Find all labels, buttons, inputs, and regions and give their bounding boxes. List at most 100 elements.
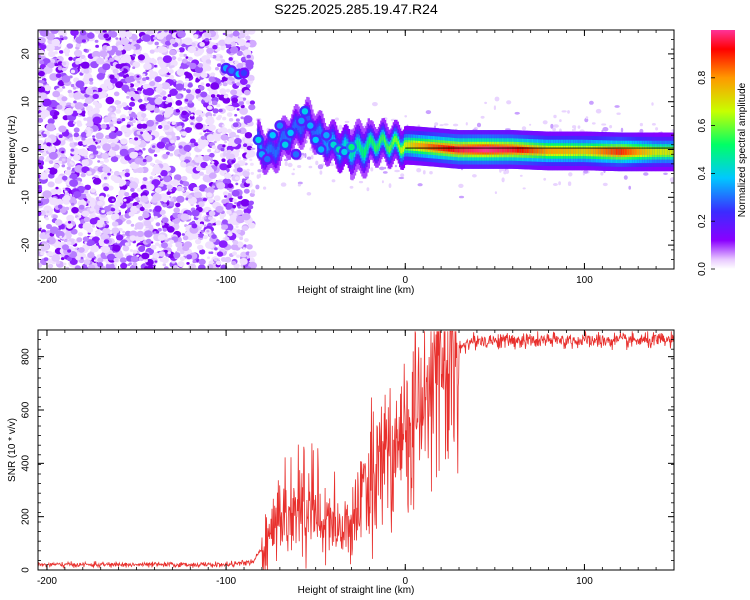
- noise-speckle: [169, 239, 175, 244]
- noise-speckle: [95, 230, 102, 237]
- peak-ridge-cell: [476, 146, 480, 153]
- noise-speckle: [100, 123, 107, 130]
- peak-ridge-cell: [560, 147, 564, 154]
- noise-speckle: [59, 50, 64, 54]
- noise-speckle: [121, 54, 131, 62]
- noise-speckle: [110, 174, 118, 181]
- noise-speckle: [191, 220, 196, 224]
- noise-speckle: [107, 139, 112, 143]
- noise-speckle: [213, 195, 221, 202]
- band-speckle: [589, 100, 594, 105]
- band-speckle: [404, 115, 408, 118]
- noise-speckle: [232, 240, 239, 245]
- noise-speckle: [225, 88, 231, 93]
- band-speckle: [602, 182, 608, 187]
- noise-speckle: [96, 254, 102, 259]
- noise-speckle: [69, 173, 78, 181]
- noise-speckle: [162, 55, 172, 63]
- noise-speckle: [126, 124, 131, 128]
- noise-speckle: [41, 152, 47, 157]
- band-speckle: [287, 162, 293, 168]
- noise-speckle: [214, 136, 221, 142]
- peak-ridge-cell: [528, 147, 531, 154]
- noise-speckle: [243, 207, 252, 215]
- band-speckle: [501, 177, 505, 183]
- noise-speckle: [209, 158, 214, 161]
- noise-speckle: [79, 86, 85, 91]
- band-speckle: [620, 127, 624, 133]
- noise-speckle: [245, 35, 251, 40]
- noise-speckle: [176, 49, 180, 53]
- peak-ridge-cell: [332, 135, 335, 143]
- band-speckle: [398, 176, 405, 180]
- peak-ridge-cell: [376, 145, 379, 152]
- noise-speckle: [106, 253, 116, 261]
- noise-speckle: [153, 154, 158, 157]
- noise-speckle: [221, 124, 225, 127]
- noise-speckle: [170, 139, 175, 144]
- noise-speckle: [243, 49, 252, 57]
- noise-speckle: [111, 221, 119, 227]
- noise-speckle: [233, 163, 241, 169]
- noise-speckle: [167, 94, 172, 98]
- band-speckle: [609, 125, 613, 129]
- noise-speckle: [195, 116, 203, 122]
- noise-speckle: [73, 191, 82, 198]
- noise-speckle: [193, 72, 199, 77]
- peak-ridge-cell: [435, 144, 438, 151]
- noise-speckle: [46, 236, 56, 245]
- noise-speckle: [44, 159, 48, 162]
- peak-ridge-cell: [514, 146, 517, 153]
- noise-speckle: [161, 242, 168, 249]
- band-speckle: [572, 125, 577, 129]
- noise-speckle: [119, 148, 129, 157]
- noise-speckle: [185, 151, 192, 157]
- noise-speckle: [168, 74, 175, 80]
- noise-speckle: [173, 265, 178, 269]
- noise-speckle: [94, 205, 100, 210]
- noise-speckle: [200, 161, 208, 169]
- band-speckle: [616, 112, 621, 115]
- peak-ridge-cell: [659, 148, 663, 155]
- noise-speckle: [86, 200, 90, 204]
- noise-speckle: [215, 220, 222, 226]
- band-speckle: [583, 169, 589, 174]
- noise-speckle: [55, 198, 64, 206]
- band-speckle: [283, 158, 289, 162]
- noise-speckle: [236, 254, 241, 258]
- noise-speckle: [178, 47, 185, 53]
- noise-speckle: [75, 255, 81, 261]
- noise-speckle: [217, 128, 223, 133]
- noise-speckle: [211, 185, 216, 188]
- noise-speckle: [82, 76, 91, 84]
- peak-ridge-cell: [405, 142, 408, 149]
- noise-speckle: [136, 187, 142, 192]
- peak-ridge-cell: [495, 146, 498, 153]
- band-speckle: [623, 175, 628, 180]
- peak-ridge-cell: [569, 147, 572, 154]
- noise-speckle: [131, 46, 136, 50]
- band-speckle: [484, 101, 487, 105]
- noise-speckle: [129, 83, 135, 88]
- noise-speckle: [136, 123, 143, 129]
- noise-speckle: [169, 153, 174, 157]
- noise-speckle: [134, 222, 144, 230]
- noise-speckle: [86, 227, 94, 233]
- noise-speckle: [213, 140, 217, 144]
- noise-speckle: [202, 197, 207, 202]
- noise-speckle: [189, 226, 199, 234]
- noise-speckle: [237, 205, 241, 209]
- peak-ridge-cell: [667, 148, 670, 155]
- noise-speckle: [76, 122, 83, 127]
- peak-ridge-cell: [498, 146, 501, 153]
- noise-speckle: [66, 256, 73, 262]
- noise-speckle: [68, 156, 73, 159]
- band-speckle: [494, 191, 497, 195]
- peak-ridge-cell: [422, 143, 426, 150]
- noise-speckle: [132, 61, 141, 68]
- noise-speckle: [206, 192, 213, 198]
- noise-speckle: [130, 223, 135, 227]
- peak-ridge-cell: [471, 146, 475, 153]
- noise-speckle: [121, 84, 130, 92]
- noise-speckle: [246, 54, 251, 59]
